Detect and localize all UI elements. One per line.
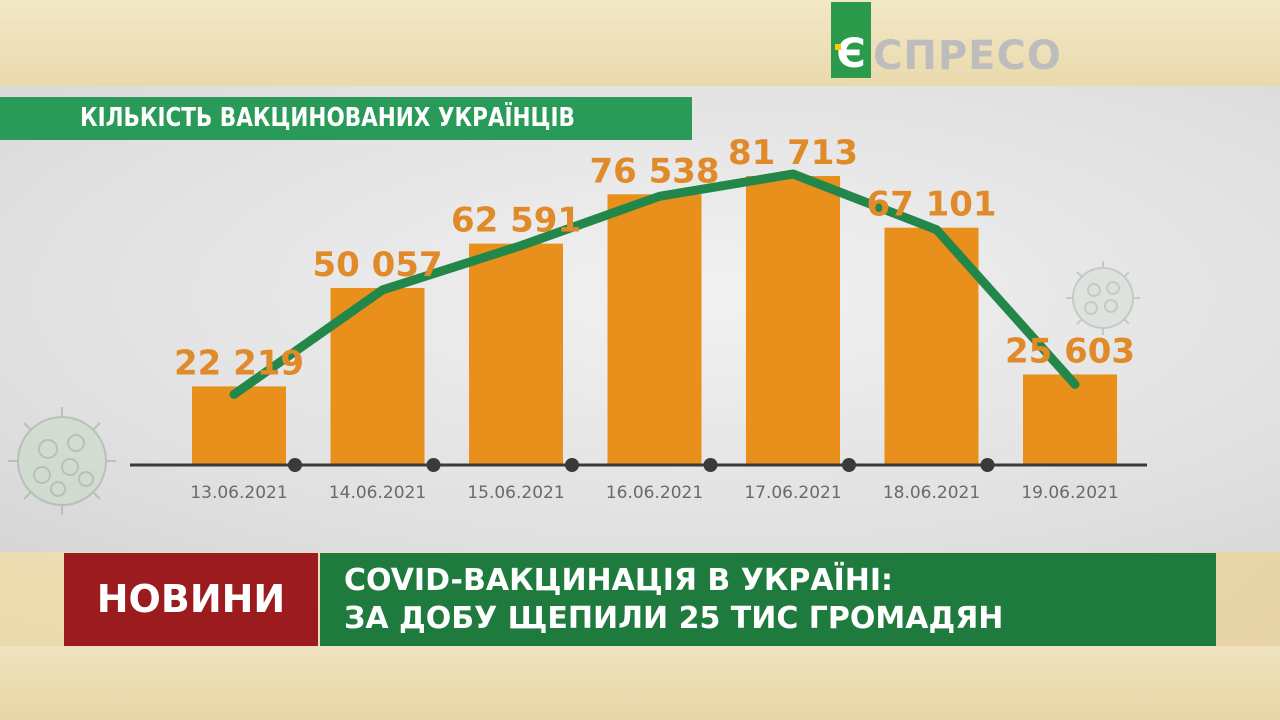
trend-line — [229, 169, 1080, 399]
bars-group — [192, 176, 1117, 465]
axis-dot — [842, 458, 856, 472]
x-tick-label: 16.06.2021 — [606, 483, 703, 503]
headline-line-2: ЗА ДОБУ ЩЕПИЛИ 25 ТИС ГРОМАДЯН — [344, 601, 1004, 636]
x-tick-label: 17.06.2021 — [744, 483, 841, 503]
x-tick-labels: 13.06.2021 14.06.2021 15.06.2021 16.06.2021… — [190, 483, 1118, 503]
x-tick-label: 14.06.2021 — [329, 483, 426, 503]
value-label: 67 101 — [866, 185, 996, 225]
section-label: НОВИНИ — [96, 577, 286, 621]
value-label: 76 538 — [589, 151, 719, 191]
bar-17.06.2021 — [746, 176, 840, 465]
section-badge: НОВИНИ — [64, 553, 318, 646]
x-tick-label: 18.06.2021 — [883, 483, 980, 503]
bar-18.06.2021 — [884, 227, 979, 465]
logo-mark: Є — [831, 2, 871, 78]
axis-dot — [980, 458, 995, 472]
bar-16.06.2021 — [607, 194, 702, 465]
logo-text: СПРЕСО — [873, 33, 1062, 79]
headline-line-1: COVID-ВАКЦИНАЦІЯ В УКРАЇНІ: — [344, 563, 894, 598]
axis-dots — [288, 458, 995, 472]
value-label: 25 603 — [1005, 331, 1135, 371]
virus-icon — [8, 407, 116, 515]
x-tick-label: 13.06.2021 — [190, 483, 287, 503]
value-label: 81 713 — [728, 133, 858, 173]
axis-dot — [565, 458, 579, 472]
virus-icon — [1066, 261, 1140, 335]
bar-15.06.2021 — [469, 243, 563, 465]
x-tick-label: 15.06.2021 — [467, 483, 564, 503]
axis-dot — [703, 458, 718, 472]
logo-letter: Є — [836, 31, 866, 77]
axis-dot — [288, 458, 302, 472]
value-label: 22 219 — [174, 343, 304, 383]
channel-logo: Є СПРЕСО — [831, 0, 1071, 78]
bar-19.06.2021 — [1023, 374, 1117, 465]
chart-title-bar: КІЛЬКІСТЬ ВАКЦИНОВАНИХ УКРАЇНЦІВ — [0, 97, 692, 140]
bottom-strip — [0, 646, 1280, 720]
x-tick-label: 19.06.2021 — [1021, 483, 1118, 503]
value-label: 62 591 — [451, 201, 581, 241]
top-stripe — [0, 0, 1280, 86]
lower-third: НОВИНИ COVID-ВАКЦИНАЦІЯ В УКРАЇНІ: ЗА ДО… — [64, 553, 1216, 646]
headline-panel: COVID-ВАКЦИНАЦІЯ В УКРАЇНІ: ЗА ДОБУ ЩЕПИ… — [320, 553, 1216, 646]
axis-dot — [426, 458, 441, 472]
logo-accent — [835, 44, 841, 50]
bar-13.06.2021 — [192, 386, 286, 465]
chart-title: КІЛЬКІСТЬ ВАКЦИНОВАНИХ УКРАЇНЦІВ — [80, 103, 575, 133]
value-label: 50 057 — [312, 245, 442, 285]
